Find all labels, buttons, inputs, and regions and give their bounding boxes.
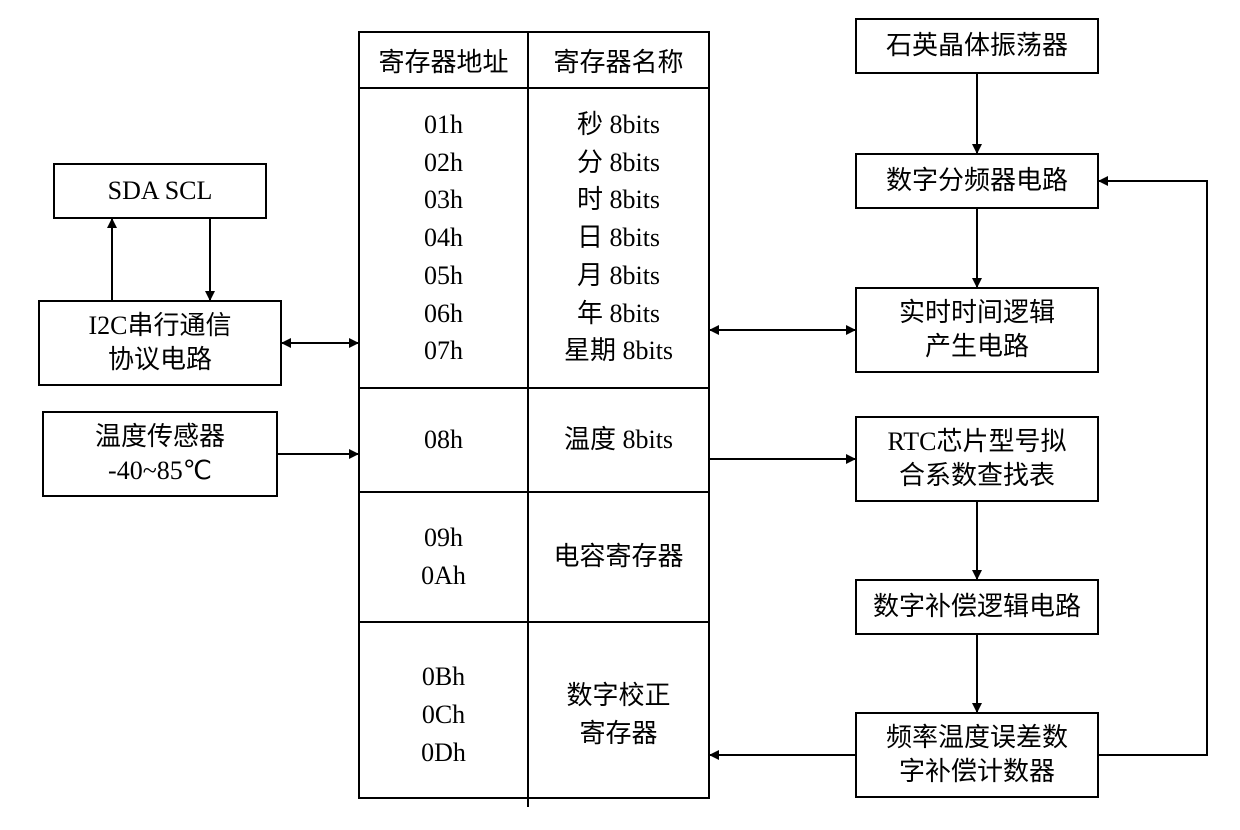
counter-box: 频率温度误差数 字补偿计数器 <box>855 712 1099 798</box>
temp-sensor-line2: -40~85℃ <box>108 454 212 488</box>
register-table: 寄存器地址 寄存器名称 01h 02h 03h 04h 05h 06h 07h … <box>358 31 710 799</box>
rtc-logic-box: 实时时间逻辑 产生电路 <box>855 287 1099 373</box>
rtc-logic-line2: 产生电路 <box>925 330 1029 364</box>
sda-scl-label: SDA SCL <box>108 174 213 208</box>
sda-scl-box: SDA SCL <box>53 163 267 219</box>
crystal-label: 石英晶体振荡器 <box>886 29 1068 63</box>
lookup-line2: 合系数查找表 <box>899 459 1055 493</box>
addr-0bh: 0Bh <box>422 658 465 696</box>
addr-04h: 04h <box>424 219 463 257</box>
arrow-feedback <box>1099 181 1207 755</box>
comp-logic-box: 数字补偿逻辑电路 <box>855 579 1099 635</box>
divider-box: 数字分频器电路 <box>855 153 1099 209</box>
lookup-box: RTC芯片型号拟 合系数查找表 <box>855 416 1099 502</box>
name-hour: 时 8bits <box>577 181 660 219</box>
name-corr2: 寄存器 <box>580 715 658 753</box>
addr-07h: 07h <box>424 332 463 370</box>
table-section-time: 01h 02h 03h 04h 05h 06h 07h 秒 8bits 分 8b… <box>360 89 708 389</box>
lookup-line1: RTC芯片型号拟 <box>887 425 1066 459</box>
i2c-box: I2C串行通信 协议电路 <box>38 300 282 386</box>
header-name: 寄存器名称 <box>529 33 708 87</box>
name-month: 月 8bits <box>577 257 660 295</box>
name-cap: 电容寄存器 <box>554 538 684 576</box>
name-week: 星期 8bits <box>564 332 673 370</box>
header-addr: 寄存器地址 <box>360 33 529 87</box>
temp-sensor-box: 温度传感器 -40~85℃ <box>42 411 278 497</box>
comp-logic-label: 数字补偿逻辑电路 <box>873 590 1081 624</box>
table-section-temp: 08h 温度 8bits <box>360 389 708 493</box>
name-temp: 温度 8bits <box>564 421 673 459</box>
name-day: 日 8bits <box>577 219 660 257</box>
addr-03h: 03h <box>424 181 463 219</box>
addr-0ch: 0Ch <box>422 696 465 734</box>
crystal-box: 石英晶体振荡器 <box>855 18 1099 74</box>
divider-label: 数字分频器电路 <box>886 164 1068 198</box>
counter-line2: 字补偿计数器 <box>899 755 1055 789</box>
addr-05h: 05h <box>424 257 463 295</box>
addr-02h: 02h <box>424 144 463 182</box>
counter-line1: 频率温度误差数 <box>886 721 1068 755</box>
name-min: 分 8bits <box>577 144 660 182</box>
addr-01h: 01h <box>424 106 463 144</box>
addr-06h: 06h <box>424 295 463 333</box>
table-section-cap: 09h 0Ah 电容寄存器 <box>360 493 708 623</box>
table-section-corr: 0Bh 0Ch 0Dh 数字校正 寄存器 <box>360 623 708 807</box>
addr-0ah: 0Ah <box>421 557 466 595</box>
name-sec: 秒 8bits <box>577 106 660 144</box>
addr-09h: 09h <box>424 519 463 557</box>
temp-sensor-line1: 温度传感器 <box>95 420 225 454</box>
addr-08h: 08h <box>424 421 463 459</box>
i2c-line2: 协议电路 <box>108 343 212 377</box>
table-header: 寄存器地址 寄存器名称 <box>360 33 708 89</box>
i2c-line1: I2C串行通信 <box>88 309 231 343</box>
name-year: 年 8bits <box>577 295 660 333</box>
name-corr1: 数字校正 <box>567 677 671 715</box>
addr-0dh: 0Dh <box>421 734 466 772</box>
rtc-logic-line1: 实时时间逻辑 <box>899 296 1055 330</box>
